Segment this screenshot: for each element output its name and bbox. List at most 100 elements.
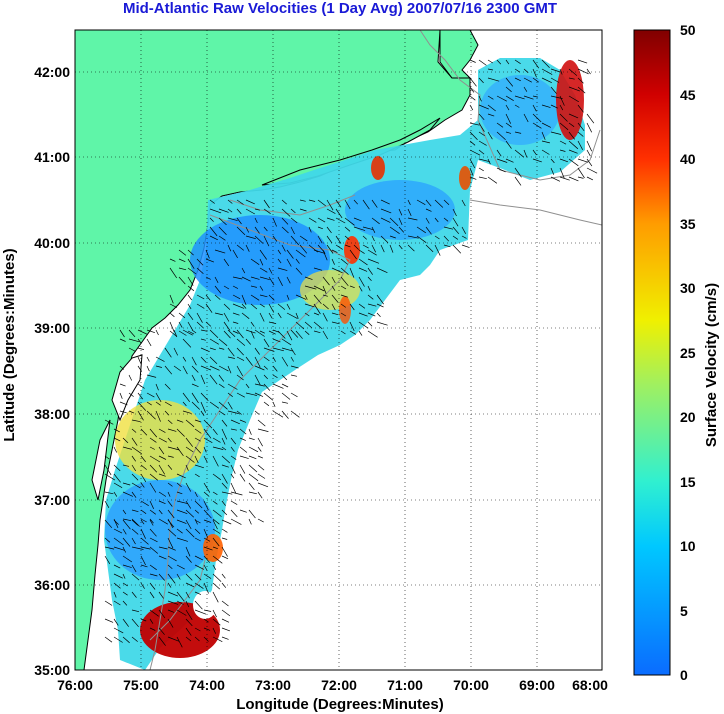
velocity-arrow xyxy=(478,149,485,155)
velocity-arrow xyxy=(523,86,528,92)
velocity-arrow xyxy=(158,437,167,443)
velocity-arrow xyxy=(212,491,218,495)
velocity-arrow xyxy=(532,95,538,98)
velocity-arrow xyxy=(469,95,476,101)
velocity-arrow xyxy=(367,294,374,300)
velocity-arrow xyxy=(137,401,147,411)
velocity-arrow xyxy=(196,303,205,309)
velocity-arrow xyxy=(358,258,368,266)
velocity-arrow xyxy=(469,140,476,146)
velocity-arrow xyxy=(194,600,203,610)
velocity-arrow xyxy=(340,285,347,290)
velocity-arrow xyxy=(212,609,217,618)
velocity-arrow xyxy=(232,285,239,289)
velocity-arrow xyxy=(496,59,502,65)
velocity-arrow xyxy=(299,199,306,202)
velocity-arrow xyxy=(313,312,320,316)
velocity-arrow xyxy=(263,226,268,232)
velocity-arrow xyxy=(550,86,557,94)
velocity-arrow xyxy=(122,446,132,450)
velocity-arrow xyxy=(119,392,123,399)
velocity-arrow xyxy=(209,365,220,371)
velocity-arrow xyxy=(149,464,158,473)
velocity-arrow xyxy=(191,383,199,388)
velocity-arrow xyxy=(286,276,291,284)
velocity-arrow xyxy=(335,208,343,219)
velocity-arrow xyxy=(322,276,330,286)
velocity-arrow xyxy=(505,122,512,128)
colorbar-tick-label: 30 xyxy=(680,280,696,296)
velocity-arrow xyxy=(131,528,139,535)
velocity-arrow xyxy=(259,330,265,334)
velocity-arrow xyxy=(281,356,289,367)
velocity-arrow xyxy=(425,217,430,224)
velocity-arrow xyxy=(380,244,385,253)
velocity-arrow xyxy=(209,374,218,385)
velocity-arrow xyxy=(167,509,175,519)
velocity-arrow xyxy=(214,294,221,300)
velocity-arrow xyxy=(149,564,157,571)
velocity-arrow xyxy=(331,276,336,284)
velocity-arrow xyxy=(176,600,184,605)
velocity-arrow xyxy=(505,158,514,163)
velocity-arrow xyxy=(425,199,432,207)
velocity-arrow xyxy=(104,600,113,606)
velocity-arrow xyxy=(203,437,213,444)
velocity-arrow xyxy=(505,113,512,124)
velocity-arrow xyxy=(205,258,215,263)
velocity-arrow xyxy=(344,235,350,240)
velocity-arrow xyxy=(259,258,264,266)
velocity-arrow xyxy=(212,509,222,517)
velocity-arrow xyxy=(200,374,206,385)
velocity-arrow xyxy=(205,303,213,313)
velocity-arrow xyxy=(523,113,529,123)
velocity-arrow xyxy=(122,591,128,596)
velocity-arrow xyxy=(559,95,565,106)
velocity-arrow xyxy=(577,176,584,179)
velocity-arrow xyxy=(128,392,134,397)
velocity-arrow xyxy=(140,555,146,566)
velocity-arrow xyxy=(469,122,480,126)
velocity-arrow xyxy=(164,383,171,390)
velocity-arrow xyxy=(194,519,201,524)
velocity-arrow xyxy=(541,140,550,144)
velocity-arrow xyxy=(514,104,520,108)
velocity-arrow xyxy=(122,491,134,497)
x-tick-label: 72:00 xyxy=(321,677,357,693)
velocity-arrow xyxy=(173,365,182,372)
velocity-arrow xyxy=(140,482,145,488)
velocity-arrow xyxy=(362,199,370,210)
velocity-arrow xyxy=(113,473,121,483)
velocity-arrow xyxy=(212,546,218,550)
velocity-arrow xyxy=(434,199,444,208)
velocity-arrow xyxy=(155,365,162,368)
velocity-arrow xyxy=(367,303,377,307)
velocity-arrow xyxy=(131,437,138,446)
velocity-arrow xyxy=(203,455,208,463)
velocity-arrow xyxy=(131,519,139,526)
velocity-arrow xyxy=(559,176,570,181)
velocity-arrow xyxy=(212,582,221,590)
velocity-arrow xyxy=(167,573,176,584)
velocity-arrow xyxy=(167,546,176,551)
velocity-arrow xyxy=(245,338,251,345)
velocity-arrow xyxy=(113,528,123,534)
velocity-arrow xyxy=(167,609,175,613)
velocity-arrow xyxy=(185,509,195,518)
velocity-arrow xyxy=(203,509,212,519)
velocity-arrow xyxy=(131,618,139,628)
velocity-arrow xyxy=(200,347,210,353)
velocity-arrow xyxy=(146,329,156,334)
velocity-arrow xyxy=(559,122,569,131)
velocity-arrow xyxy=(128,410,135,414)
velocity-arrow xyxy=(221,482,228,489)
velocity-arrow xyxy=(155,356,165,362)
velocity-arrow xyxy=(304,321,313,329)
velocity-arrow xyxy=(344,199,351,210)
velocity-arrow xyxy=(167,437,172,443)
velocity-arrow xyxy=(245,199,255,205)
velocity-arrow xyxy=(221,582,227,588)
velocity-arrow xyxy=(496,158,508,163)
velocity-arrow xyxy=(104,464,112,476)
velocity-arrow xyxy=(478,167,484,172)
